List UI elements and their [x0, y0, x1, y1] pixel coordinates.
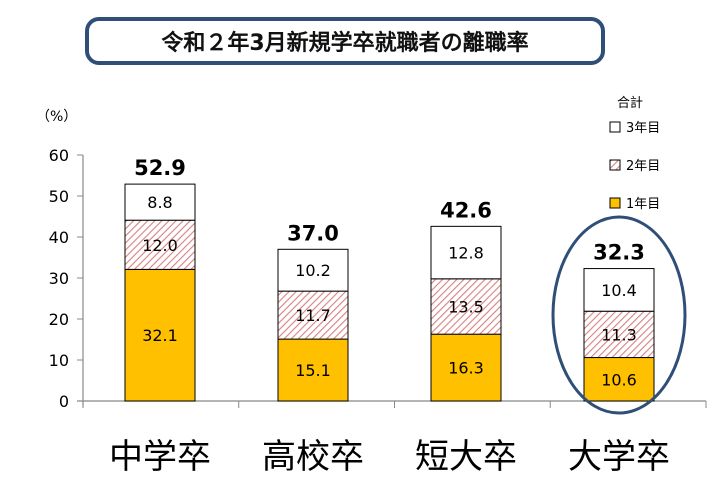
bar-segment-3 [430, 225, 502, 280]
y-tick-label: 60 [49, 146, 69, 165]
category-label: 大学卒 [568, 437, 670, 477]
legend-swatch [609, 121, 621, 133]
segment-value-label: 11.7 [295, 306, 331, 325]
total-value-label: 37.0 [287, 221, 339, 245]
bar-segment-3 [277, 248, 349, 292]
segment-value-label: 11.3 [601, 325, 637, 344]
bar-segment-1 [124, 268, 196, 402]
segment-value-label: 15.1 [295, 361, 331, 380]
segment-value-label: 10.2 [295, 261, 331, 280]
segment-value-label: 32.1 [142, 326, 178, 345]
total-value-label: 32.3 [593, 241, 645, 265]
category-label: 中学卒 [109, 437, 211, 477]
bar-segment-1 [430, 333, 502, 402]
segment-value-label: 13.5 [448, 297, 484, 316]
y-tick-label: 0 [59, 392, 69, 411]
y-tick-label: 30 [49, 269, 69, 288]
bar-segment-3 [124, 183, 196, 221]
category-label: 高校卒 [262, 437, 364, 477]
legend-swatch [609, 159, 621, 171]
category-label: 短大卒 [415, 437, 517, 477]
segment-value-label: 8.8 [147, 193, 172, 212]
total-value-label: 42.6 [440, 198, 492, 222]
y-tick-label: 10 [49, 351, 69, 370]
legend-label: 2年目 [626, 159, 660, 174]
segment-value-label: 12.0 [142, 236, 178, 255]
legend-swatch [609, 197, 621, 209]
bar-segment-2 [430, 278, 502, 335]
bar-segment-1 [583, 357, 655, 402]
bar-segment-2 [583, 310, 655, 359]
y-tick-label: 50 [49, 187, 69, 206]
total-value-label: 52.9 [134, 156, 186, 180]
y-tick-label: 20 [49, 310, 69, 329]
bar-segment-2 [277, 290, 349, 340]
chart-title: 令和２年3月新規学卒就職者の離職率 [85, 17, 605, 65]
segment-value-label: 16.3 [448, 359, 484, 378]
legend-label: 1年目 [626, 197, 660, 212]
bar-segment-3 [583, 268, 655, 312]
y-tick-label: 40 [49, 228, 69, 247]
bar-segment-2 [124, 219, 196, 270]
highlight-ellipse [551, 215, 687, 415]
bar-segment-1 [277, 338, 349, 402]
y-axis-unit-label: （%） [36, 109, 77, 125]
segment-value-label: 12.8 [448, 244, 484, 263]
segment-value-label: 10.4 [601, 281, 637, 300]
legend-label: 3年目 [626, 121, 660, 136]
segment-value-label: 10.6 [601, 370, 637, 389]
legend-title: 合計 [617, 95, 643, 111]
